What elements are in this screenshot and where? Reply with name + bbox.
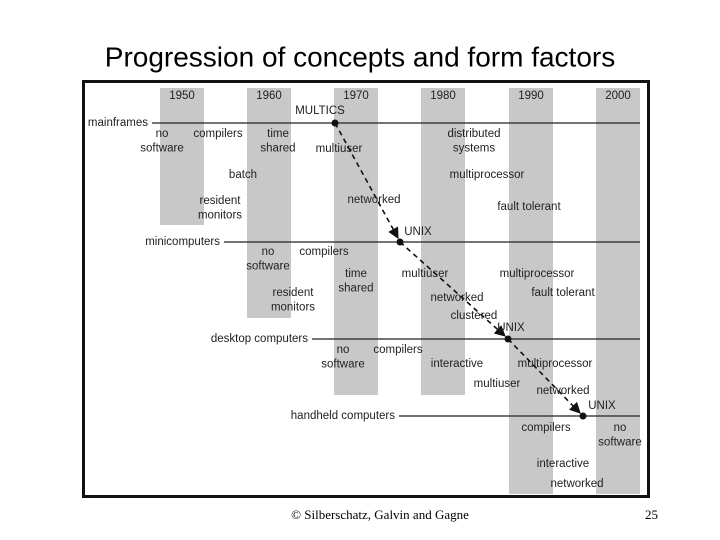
concept-label: multiprocessor [518, 358, 593, 370]
concept-label: distributed [447, 128, 500, 140]
decade-label: 1970 [343, 90, 369, 102]
milestone-dot [579, 412, 587, 420]
concept-label: systems [453, 143, 495, 155]
decade-band [160, 88, 204, 225]
milestone-label: UNIX [497, 322, 525, 334]
row-label: mainframes [88, 117, 148, 129]
concept-label: batch [229, 169, 257, 181]
concept-label: multiuser [402, 268, 449, 280]
milestone-label: UNIX [404, 226, 432, 238]
concept-label: networked [430, 292, 483, 304]
concept-label: monitors [198, 210, 242, 222]
concept-label: shared [260, 143, 295, 155]
concept-label: no [337, 344, 350, 356]
concept-label: software [321, 359, 364, 371]
concept-label: software [140, 143, 183, 155]
concept-label: resident [200, 195, 242, 207]
concept-label: clustered [451, 310, 498, 322]
concept-label: compilers [521, 422, 570, 434]
decade-band [596, 88, 640, 494]
milestone-label: UNIX [588, 400, 616, 412]
milestone-dot [504, 335, 512, 343]
milestone-label: MULTICS [295, 105, 345, 117]
arrow [334, 122, 399, 239]
concept-label: compilers [299, 246, 348, 258]
slide-title: Progression of concepts and form factors [105, 41, 615, 72]
decade-label: 1950 [169, 90, 195, 102]
milestone-dot [331, 119, 339, 127]
concept-label: shared [338, 283, 373, 295]
concept-label: networked [347, 194, 400, 206]
concept-label: compilers [373, 344, 422, 356]
milestone-dots [331, 119, 587, 420]
concept-label: multiprocessor [500, 268, 575, 280]
arrow [399, 241, 506, 337]
concept-label: no [262, 246, 275, 258]
concept-label: resident [273, 287, 315, 299]
copyright: © Silberschatz, Galvin and Gagne [291, 507, 469, 522]
decade-label: 1990 [518, 90, 544, 102]
row-label: minicomputers [145, 236, 220, 248]
decade-band [509, 88, 553, 494]
decade-label: 1980 [430, 90, 456, 102]
concept-label: no [614, 422, 627, 434]
concept-label: interactive [537, 458, 589, 470]
concept-label: time [345, 268, 367, 280]
progression-arrows [334, 122, 581, 414]
concept-label: no [156, 128, 169, 140]
decade-label: 2000 [605, 90, 631, 102]
milestone-dot [396, 238, 404, 246]
concept-label: multiuser [316, 143, 363, 155]
row-label: handheld computers [291, 410, 395, 422]
row-label: desktop computers [211, 333, 308, 345]
concept-label: multiprocessor [450, 169, 525, 181]
decade-band [247, 88, 291, 318]
concept-label: software [246, 261, 289, 273]
decade-label: 1960 [256, 90, 282, 102]
concept-label: fault tolerant [531, 287, 595, 299]
concept-label: interactive [431, 358, 483, 370]
concept-label: software [598, 437, 641, 449]
row-lines [152, 122, 640, 417]
concept-label: monitors [271, 302, 315, 314]
concept-label: fault tolerant [497, 201, 561, 213]
concept-label: compilers [193, 128, 242, 140]
page-number: 25 [645, 507, 658, 522]
concept-label: time [267, 128, 289, 140]
concept-label: networked [550, 478, 603, 490]
concept-label: multiuser [474, 378, 521, 390]
concept-label: networked [536, 385, 589, 397]
